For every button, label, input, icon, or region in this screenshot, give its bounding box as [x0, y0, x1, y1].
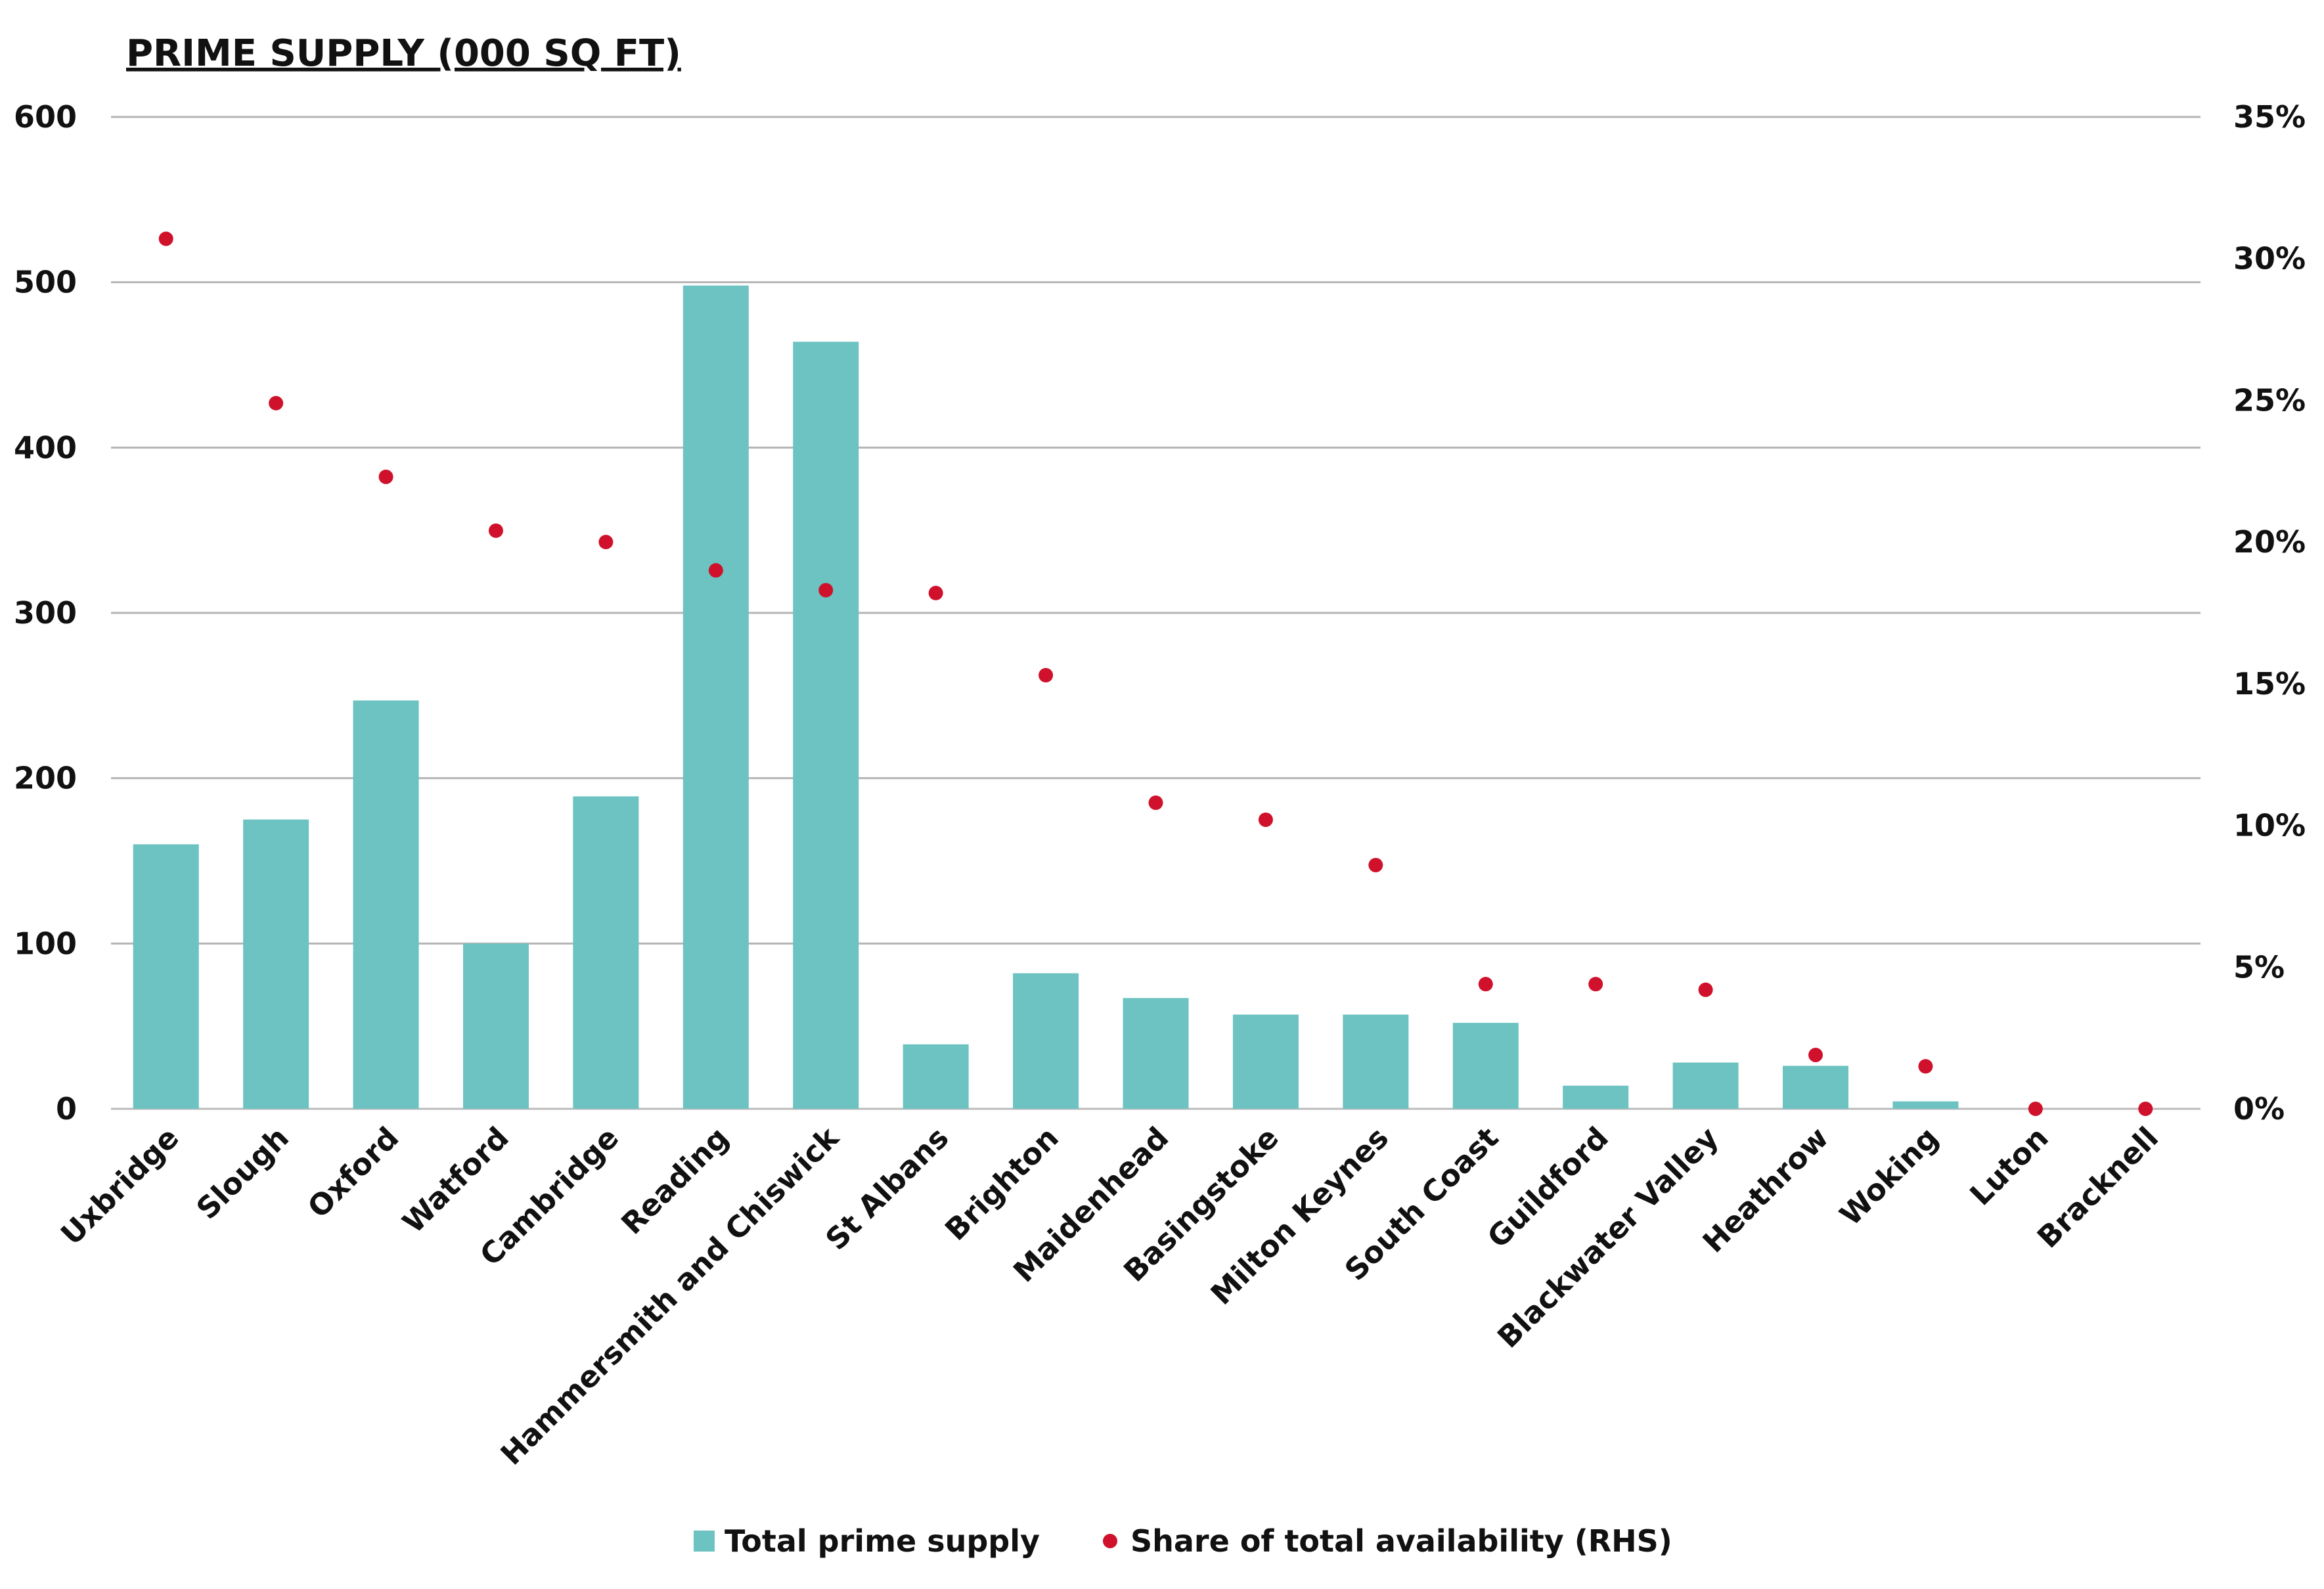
dot-basingstoke	[1258, 812, 1273, 827]
y2-tick-label: 35%	[2233, 99, 2306, 135]
legend: Total prime supply Share of total availa…	[694, 1523, 1672, 1559]
legend-swatch-bar	[694, 1531, 715, 1552]
legend-label-bar: Total prime supply	[725, 1523, 1040, 1559]
y2-tick-label: 20%	[2233, 524, 2306, 560]
dot-watford	[488, 523, 503, 538]
bar-oxford	[353, 700, 419, 1109]
bar-watford	[462, 943, 529, 1109]
x-tick-label: Woking	[1833, 1120, 1945, 1232]
dot-hammersmith-and-chiswick	[818, 583, 834, 598]
bar-woking	[1892, 1101, 1959, 1109]
dot-heathrow	[1808, 1048, 1823, 1063]
y-tick-label: 100	[14, 926, 77, 961]
dot-cambridge	[598, 535, 614, 550]
y-axis-left: 0 100 200 300 400 500 600	[14, 99, 77, 1127]
bar-series	[133, 285, 1959, 1109]
legend-swatch-dot	[1103, 1534, 1117, 1548]
bar-hammersmith-and-chiswick	[793, 342, 859, 1109]
dot-blackwater-valley	[1698, 982, 1713, 997]
bar-cambridge	[573, 796, 639, 1109]
bar-south-coast	[1452, 1023, 1519, 1109]
dot-bracknell	[2138, 1102, 2153, 1116]
dot-slough	[269, 395, 284, 411]
chart-title: PRIME SUPPLY (000 SQ FT)	[126, 32, 681, 75]
dot-reading	[708, 563, 723, 578]
y2-tick-label: 30%	[2233, 241, 2306, 277]
bar-st-albans	[903, 1044, 969, 1109]
x-tick-label: Blackwater Valley	[1490, 1120, 1725, 1354]
dot-brighton	[1039, 667, 1054, 683]
x-axis-labels: Uxbridge Slough OxfordWatfordCambridgeRead…	[54, 1120, 2165, 1472]
dot-south-coast	[1478, 977, 1493, 992]
y-tick-label: 400	[14, 430, 77, 465]
bar-slough	[243, 819, 309, 1109]
y2-tick-label: 0%	[2233, 1091, 2285, 1127]
dot-woking	[1918, 1059, 1933, 1074]
gridlines	[111, 116, 2201, 1110]
bar-reading	[682, 285, 749, 1109]
y-tick-label: 200	[14, 761, 77, 796]
x-tick-label: Luton	[1963, 1120, 2055, 1212]
bar-basingstoke	[1232, 1014, 1299, 1109]
y-tick-label: 600	[14, 99, 77, 135]
dot-uxbridge	[158, 231, 173, 246]
y-tick-label: 300	[14, 595, 77, 631]
bar-heathrow	[1783, 1065, 1849, 1109]
x-tick-label: Uxbridge	[54, 1120, 185, 1251]
x-tick-label: Watford	[395, 1120, 515, 1240]
y-tick-label: 0	[56, 1091, 77, 1127]
dot-oxford	[378, 469, 393, 484]
y2-tick-label: 10%	[2233, 808, 2306, 843]
bar-uxbridge	[133, 844, 199, 1109]
legend-label-dot: Share of total availability (RHS)	[1130, 1523, 1672, 1559]
bar-guildford	[1563, 1085, 1629, 1109]
x-tick-label: Slough	[190, 1120, 296, 1226]
dot-milton-keynes	[1368, 857, 1383, 872]
y-axis-right: 0% 5% 10% 15% 20% 25% 30% 35%	[2233, 99, 2306, 1127]
y2-tick-label: 15%	[2233, 666, 2306, 702]
x-tick-label: Oxford	[301, 1120, 405, 1224]
bar-brighton	[1013, 973, 1079, 1109]
y2-tick-label: 25%	[2233, 382, 2306, 418]
bar-maidenhead	[1123, 998, 1189, 1109]
dot-luton	[2028, 1102, 2043, 1116]
bar-blackwater-valley	[1672, 1062, 1739, 1109]
dot-guildford	[1588, 977, 1603, 992]
dot-maidenhead	[1148, 795, 1163, 811]
dot-series	[158, 231, 2153, 1116]
y-tick-label: 500	[14, 265, 77, 300]
dot-st-albans	[928, 585, 943, 600]
bar-milton-keynes	[1343, 1014, 1409, 1109]
y2-tick-label: 5%	[2233, 949, 2285, 985]
